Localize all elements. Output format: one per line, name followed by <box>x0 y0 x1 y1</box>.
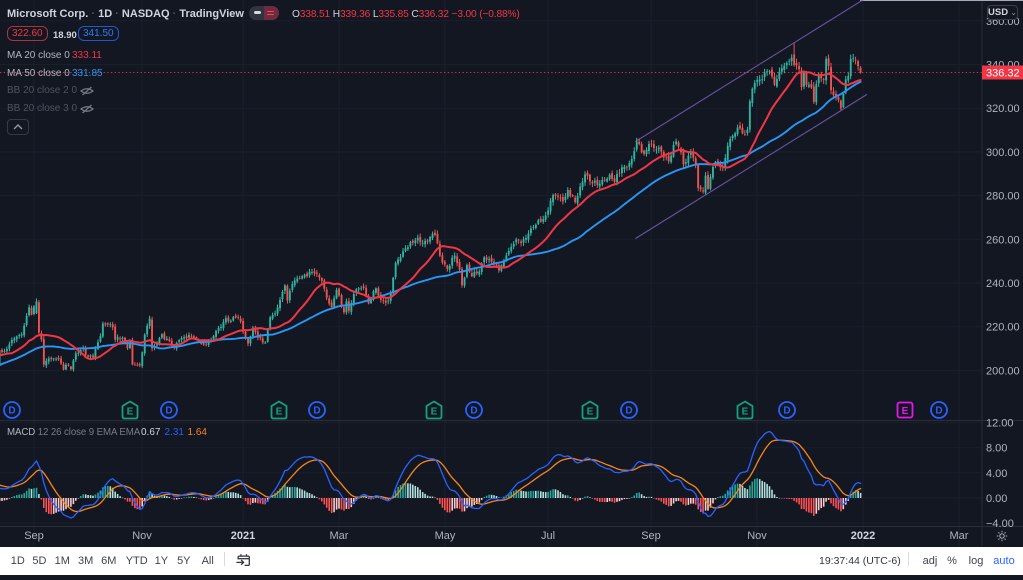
svg-text:Nov: Nov <box>132 530 152 542</box>
svg-text:E: E <box>127 407 134 418</box>
svg-text:Nov: Nov <box>747 530 767 542</box>
svg-text:Sep: Sep <box>641 530 661 542</box>
svg-text:260.00: 260.00 <box>986 234 1020 246</box>
svg-text:2021: 2021 <box>231 530 255 542</box>
svg-text:D: D <box>935 406 942 417</box>
svg-text:Mar: Mar <box>950 530 969 542</box>
svg-text:8.00: 8.00 <box>986 443 1007 455</box>
svg-text:220.00: 220.00 <box>986 322 1020 334</box>
svg-text:Mar: Mar <box>330 530 349 542</box>
svg-text:2022: 2022 <box>851 530 875 542</box>
svg-text:E: E <box>276 407 283 418</box>
svg-text:Jul: Jul <box>541 530 555 542</box>
svg-text:D: D <box>8 406 15 417</box>
svg-text:Sep: Sep <box>24 530 44 542</box>
svg-text:0.00: 0.00 <box>986 493 1007 505</box>
svg-text:E: E <box>431 407 438 418</box>
svg-text:E: E <box>742 407 749 418</box>
svg-text:300.00: 300.00 <box>986 147 1020 159</box>
svg-text:240.00: 240.00 <box>986 278 1020 290</box>
svg-text:12.00: 12.00 <box>986 418 1014 430</box>
svg-text:E: E <box>587 407 594 418</box>
svg-text:D: D <box>783 406 790 417</box>
svg-text:336.32: 336.32 <box>986 68 1020 80</box>
svg-text:4.00: 4.00 <box>986 468 1007 480</box>
svg-text:−4.00: −4.00 <box>986 518 1014 530</box>
svg-text:D: D <box>470 406 477 417</box>
svg-text:E: E <box>902 406 909 417</box>
svg-text:D: D <box>165 406 172 417</box>
svg-text:320.00: 320.00 <box>986 103 1020 115</box>
svg-text:200.00: 200.00 <box>986 365 1020 377</box>
svg-text:D: D <box>313 406 320 417</box>
svg-text:May: May <box>435 530 456 542</box>
svg-text:280.00: 280.00 <box>986 191 1020 203</box>
svg-text:D: D <box>625 406 632 417</box>
